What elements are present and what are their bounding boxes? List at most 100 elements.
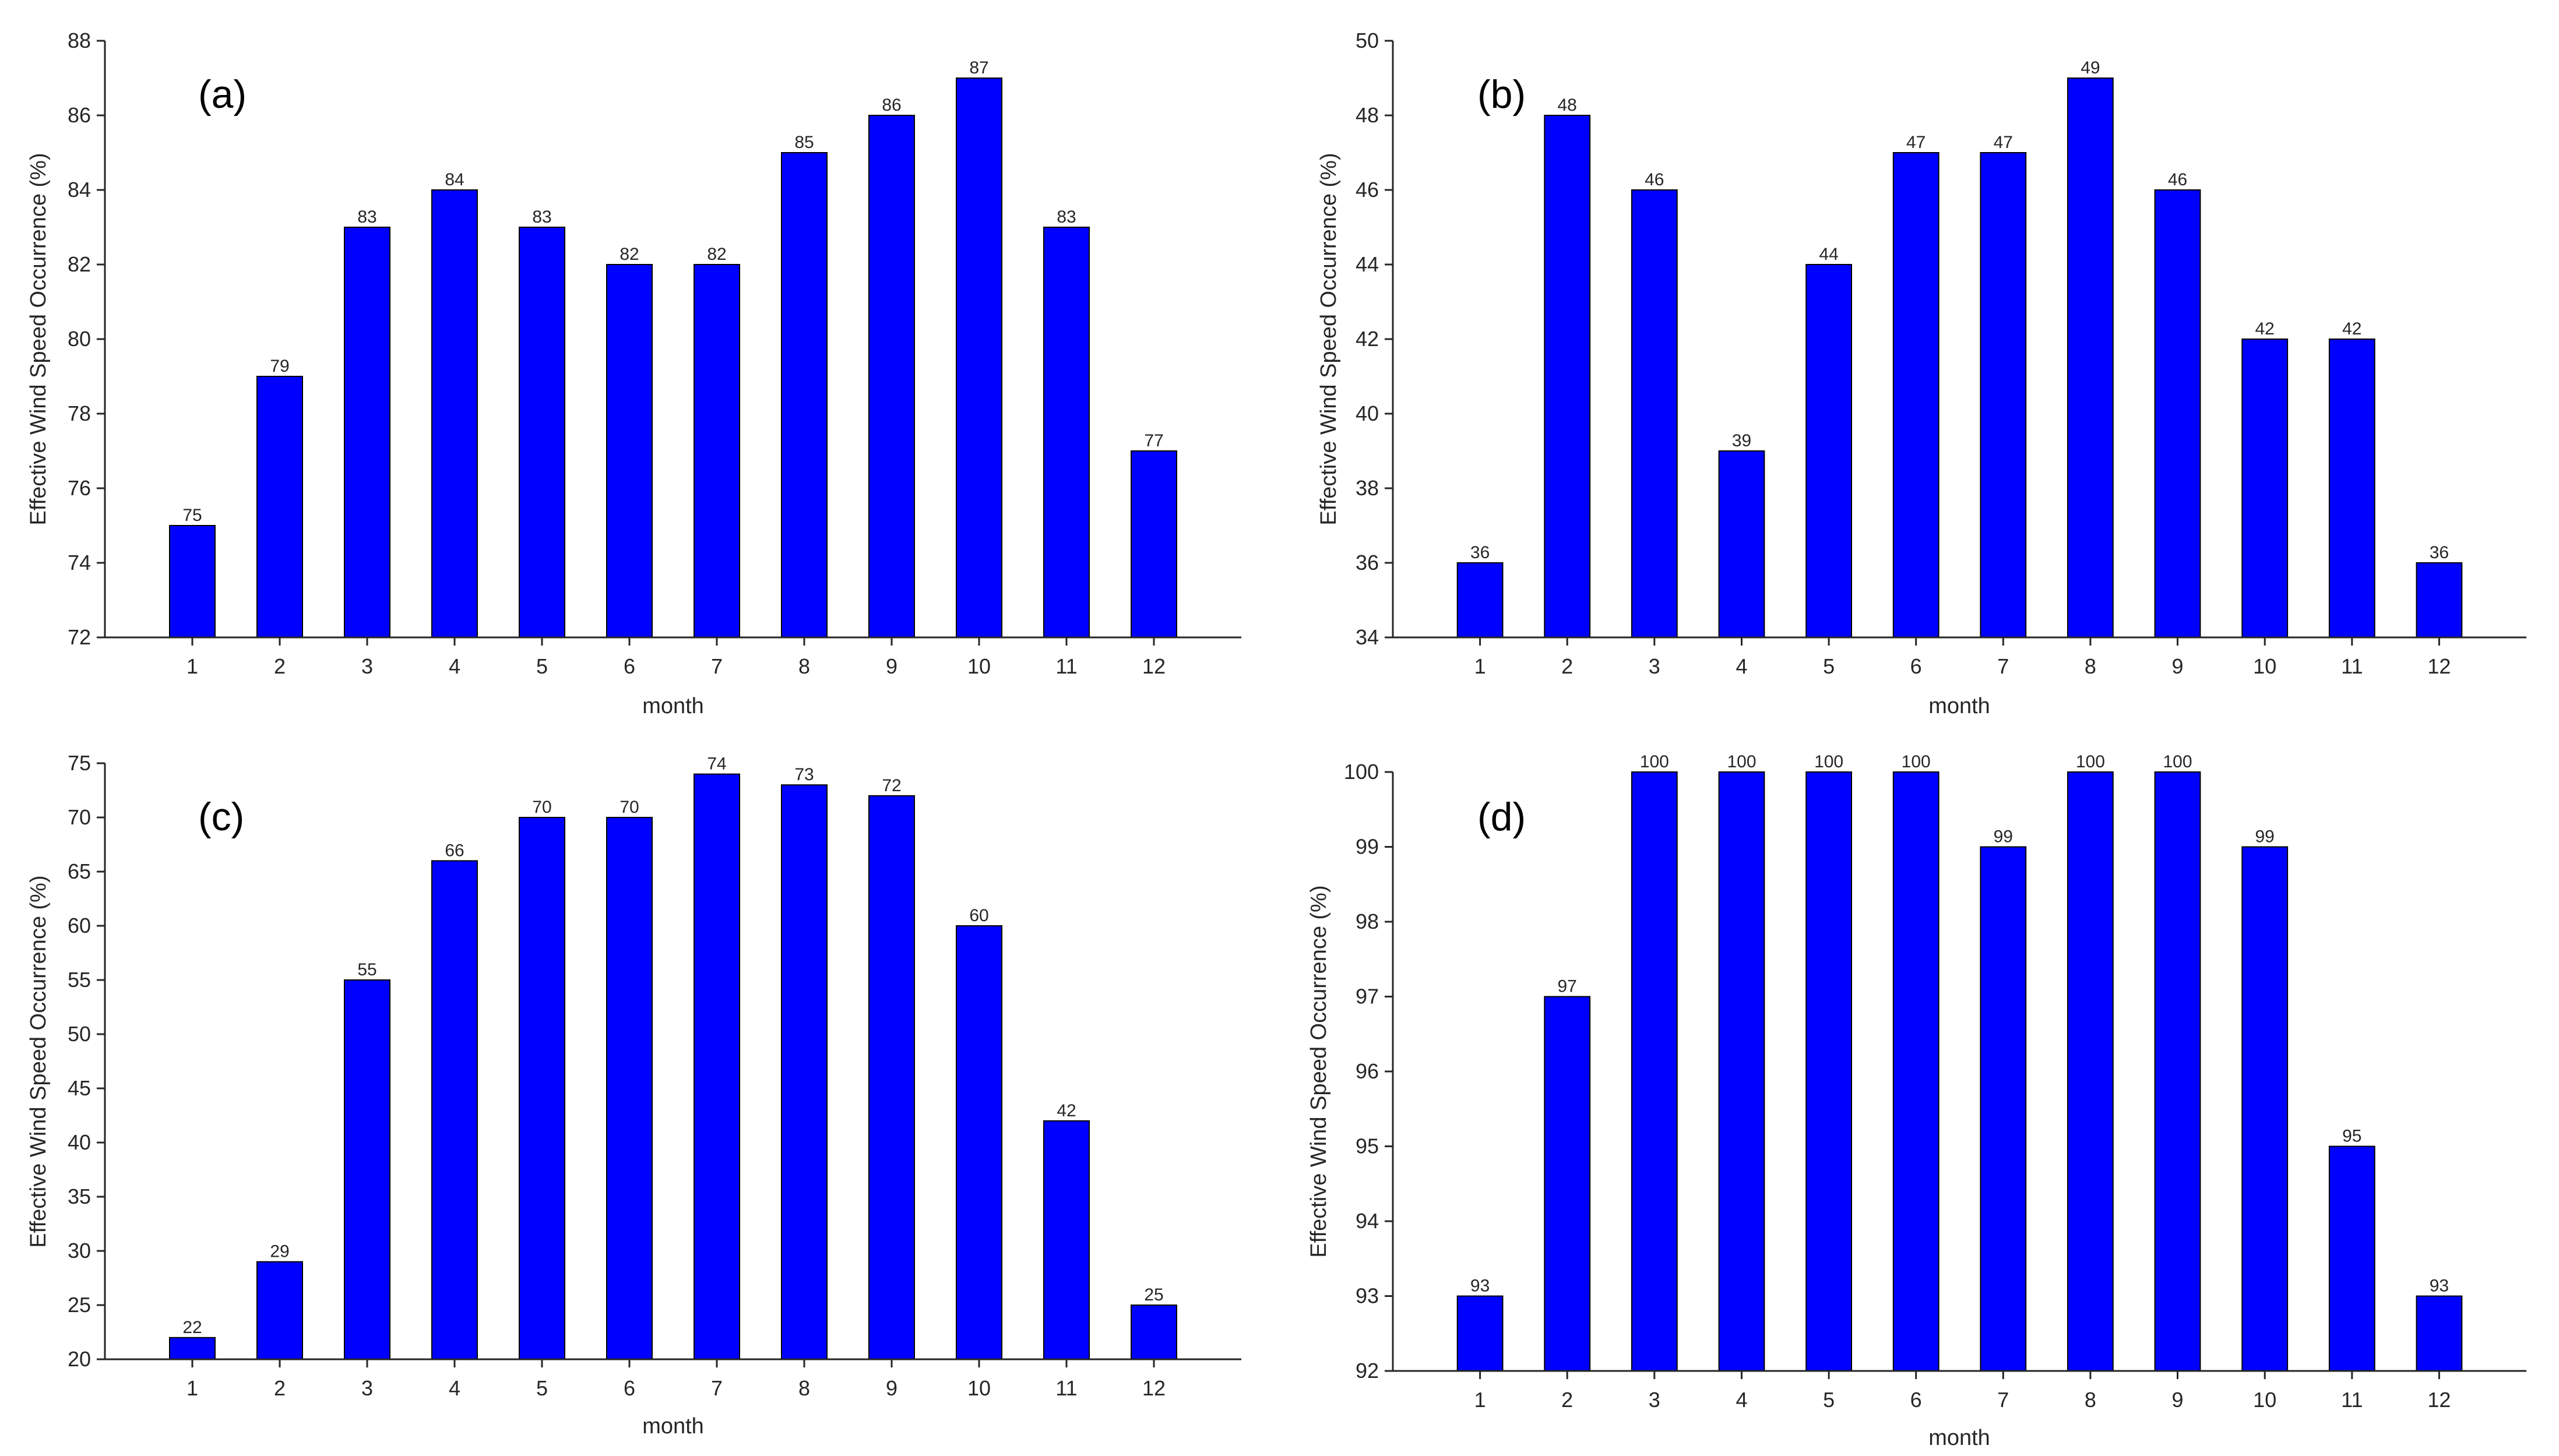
y-tick-label: 45 — [68, 1076, 91, 1100]
bar — [256, 376, 303, 638]
y-tick-label: 82 — [68, 252, 91, 276]
data-label: 87 — [969, 58, 988, 77]
x-tick-label: 8 — [798, 1376, 810, 1400]
data-label: 74 — [707, 755, 726, 774]
panel-label: (b) — [1477, 72, 1526, 117]
data-label: 97 — [1558, 977, 1577, 996]
x-tick-label: 7 — [1997, 654, 2009, 678]
data-label: 44 — [1819, 245, 1838, 264]
y-tick-label: 96 — [1356, 1059, 1379, 1083]
x-tick-label: 10 — [967, 654, 991, 678]
x-tick-label: 8 — [2085, 1388, 2096, 1412]
data-label: 100 — [1902, 752, 1931, 771]
x-tick-label: 6 — [1910, 654, 1922, 678]
data-label: 99 — [2255, 827, 2275, 847]
bar — [2241, 846, 2289, 1372]
bar — [1043, 1120, 1090, 1360]
data-label: 36 — [2430, 543, 2449, 562]
bar — [2154, 189, 2201, 638]
y-tick-label: 60 — [68, 914, 91, 937]
bar — [1544, 115, 1591, 638]
y-tick-label: 94 — [1356, 1209, 1379, 1233]
bar — [1805, 771, 1852, 1372]
y-tick-label: 20 — [68, 1347, 91, 1371]
x-tick-label: 1 — [186, 1376, 198, 1400]
y-tick-label: 97 — [1356, 985, 1379, 1009]
x-tick-label: 2 — [274, 1376, 286, 1400]
data-label: 82 — [619, 245, 639, 264]
data-label: 100 — [2163, 752, 2192, 771]
bar — [2416, 1295, 2463, 1372]
x-tick-label: 1 — [1474, 1388, 1486, 1412]
y-axis-label: Effective Wind Speed Occurrence (%) — [1317, 153, 1341, 525]
y-tick-label: 44 — [1356, 252, 1379, 276]
data-label: 73 — [794, 765, 814, 784]
data-label: 70 — [619, 798, 639, 817]
data-label: 93 — [1470, 1277, 1490, 1296]
bar — [1631, 771, 1678, 1372]
y-tick-label: 75 — [68, 751, 91, 775]
x-tick-label: 1 — [186, 654, 198, 678]
x-tick-label: 11 — [1055, 1376, 1077, 1400]
bar — [1718, 450, 1765, 638]
data-label: 83 — [532, 207, 551, 227]
data-label: 48 — [1558, 96, 1577, 115]
bar — [2328, 339, 2375, 638]
y-axis-label: Effective Wind Speed Occurrence (%) — [26, 875, 51, 1247]
data-label: 100 — [2076, 752, 2105, 771]
data-label: 70 — [532, 798, 551, 817]
data-label: 77 — [1144, 431, 1163, 450]
x-tick-label: 5 — [1823, 1388, 1835, 1412]
y-tick-label: 36 — [1356, 551, 1379, 574]
data-label: 29 — [270, 1242, 289, 1261]
data-label: 25 — [1144, 1285, 1163, 1305]
x-tick-label: 4 — [449, 1376, 460, 1400]
x-tick-label: 3 — [361, 654, 373, 678]
x-tick-label: 12 — [1142, 654, 1166, 678]
panel-c: (c) month Effective Wind Speed Occurrenc… — [26, 751, 1241, 1439]
y-tick-label: 76 — [68, 476, 91, 500]
data-label: 100 — [1814, 752, 1843, 771]
y-tick-label: 50 — [1356, 29, 1379, 52]
bar — [694, 264, 740, 638]
data-label: 100 — [1640, 752, 1669, 771]
y-tick-label: 92 — [1356, 1359, 1379, 1383]
data-label: 22 — [182, 1318, 202, 1337]
panel-label: (a) — [198, 72, 247, 117]
bar — [1544, 996, 1591, 1372]
bar — [1892, 152, 1940, 638]
x-tick-label: 10 — [967, 1376, 991, 1400]
x-tick-label: 9 — [886, 1376, 897, 1400]
y-tick-label: 72 — [68, 625, 91, 649]
x-tick-label: 2 — [1561, 1388, 1573, 1412]
x-tick-label: 10 — [2253, 1388, 2276, 1412]
y-tick-label: 42 — [1356, 327, 1379, 351]
data-label: 47 — [1994, 133, 2013, 152]
y-tick-label: 35 — [68, 1184, 91, 1208]
x-tick-label: 8 — [798, 654, 810, 678]
x-tick-label: 6 — [624, 1376, 635, 1400]
bar — [2416, 562, 2463, 638]
data-label: 95 — [2342, 1127, 2361, 1146]
bar — [781, 784, 828, 1360]
data-label: 60 — [969, 906, 988, 925]
data-label: 99 — [1994, 827, 2013, 847]
y-tick-label: 30 — [68, 1239, 91, 1263]
y-tick-label: 55 — [68, 968, 91, 992]
x-tick-label: 9 — [2171, 654, 2183, 678]
bar — [1980, 846, 2027, 1372]
bar — [1980, 152, 2027, 638]
bar — [169, 525, 216, 638]
y-tick-label: 48 — [1356, 103, 1379, 127]
bar — [2154, 771, 2201, 1372]
bar — [344, 979, 390, 1360]
x-tick-label: 9 — [886, 654, 897, 678]
x-tick-label: 8 — [2085, 654, 2096, 678]
bar — [519, 817, 565, 1360]
y-tick-label: 95 — [1356, 1134, 1379, 1158]
x-tick-label: 9 — [2171, 1388, 2183, 1412]
x-tick-label: 11 — [2341, 1388, 2363, 1412]
x-tick-label: 2 — [274, 654, 286, 678]
